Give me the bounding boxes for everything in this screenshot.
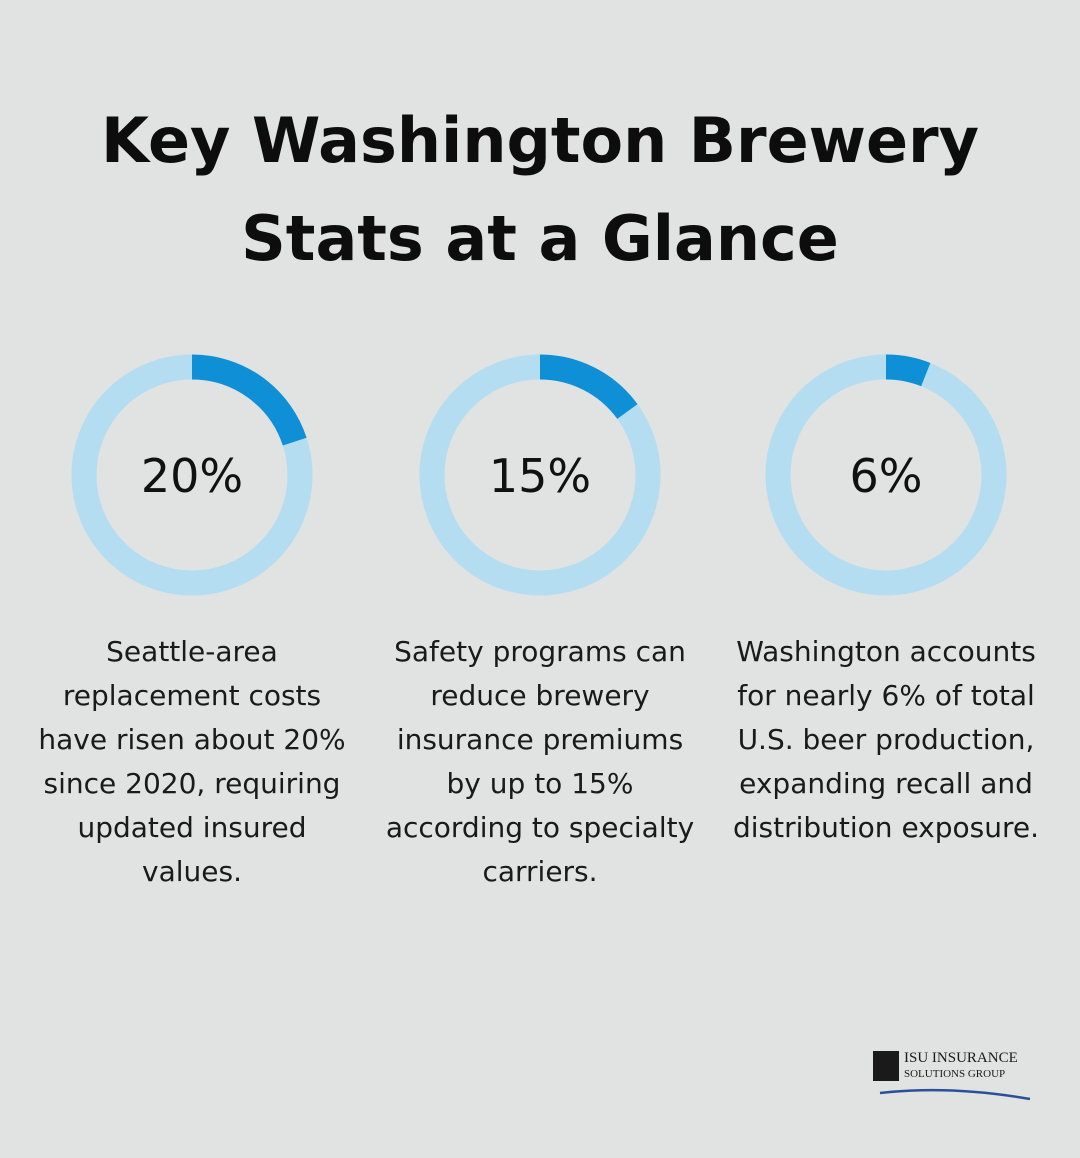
value-label: 20% — [141, 449, 243, 503]
value-label: 6% — [850, 449, 923, 503]
stat: 15% Safety programs can reduce brewery in… — [375, 350, 705, 894]
donut-chart: 15% — [419, 354, 661, 596]
description: Seattle-area replacement costs have rise… — [38, 635, 346, 888]
title: Key Washington Brewery Stats at a Glance — [101, 104, 979, 275]
description: Washington accounts for nearly 6% of tot… — [732, 635, 1040, 844]
donut-arc — [539, 354, 638, 420]
description: Safety programs can reduce brewery insur… — [385, 635, 695, 888]
logo-line1: ISU INSURANCE — [904, 1050, 1018, 1066]
donut-chart: 6% — [765, 354, 1007, 596]
logo-swoosh — [879, 1088, 1031, 1101]
donut-arc — [885, 354, 931, 387]
logo-line2: SOLUTIONS GROUP — [904, 1068, 1005, 1080]
donut-arc — [191, 354, 307, 446]
value-label: 15% — [489, 449, 591, 503]
donut-chart: 20% — [71, 354, 313, 596]
stat: 20% Seattle-area replacement costs have r… — [27, 350, 357, 894]
logo-mark — [873, 1051, 899, 1081]
stat: 6% Washington accounts for nearly 6% of t… — [721, 350, 1051, 850]
logo: ISU INSURANCE SOLUTIONS GROUP — [873, 1050, 1031, 1101]
